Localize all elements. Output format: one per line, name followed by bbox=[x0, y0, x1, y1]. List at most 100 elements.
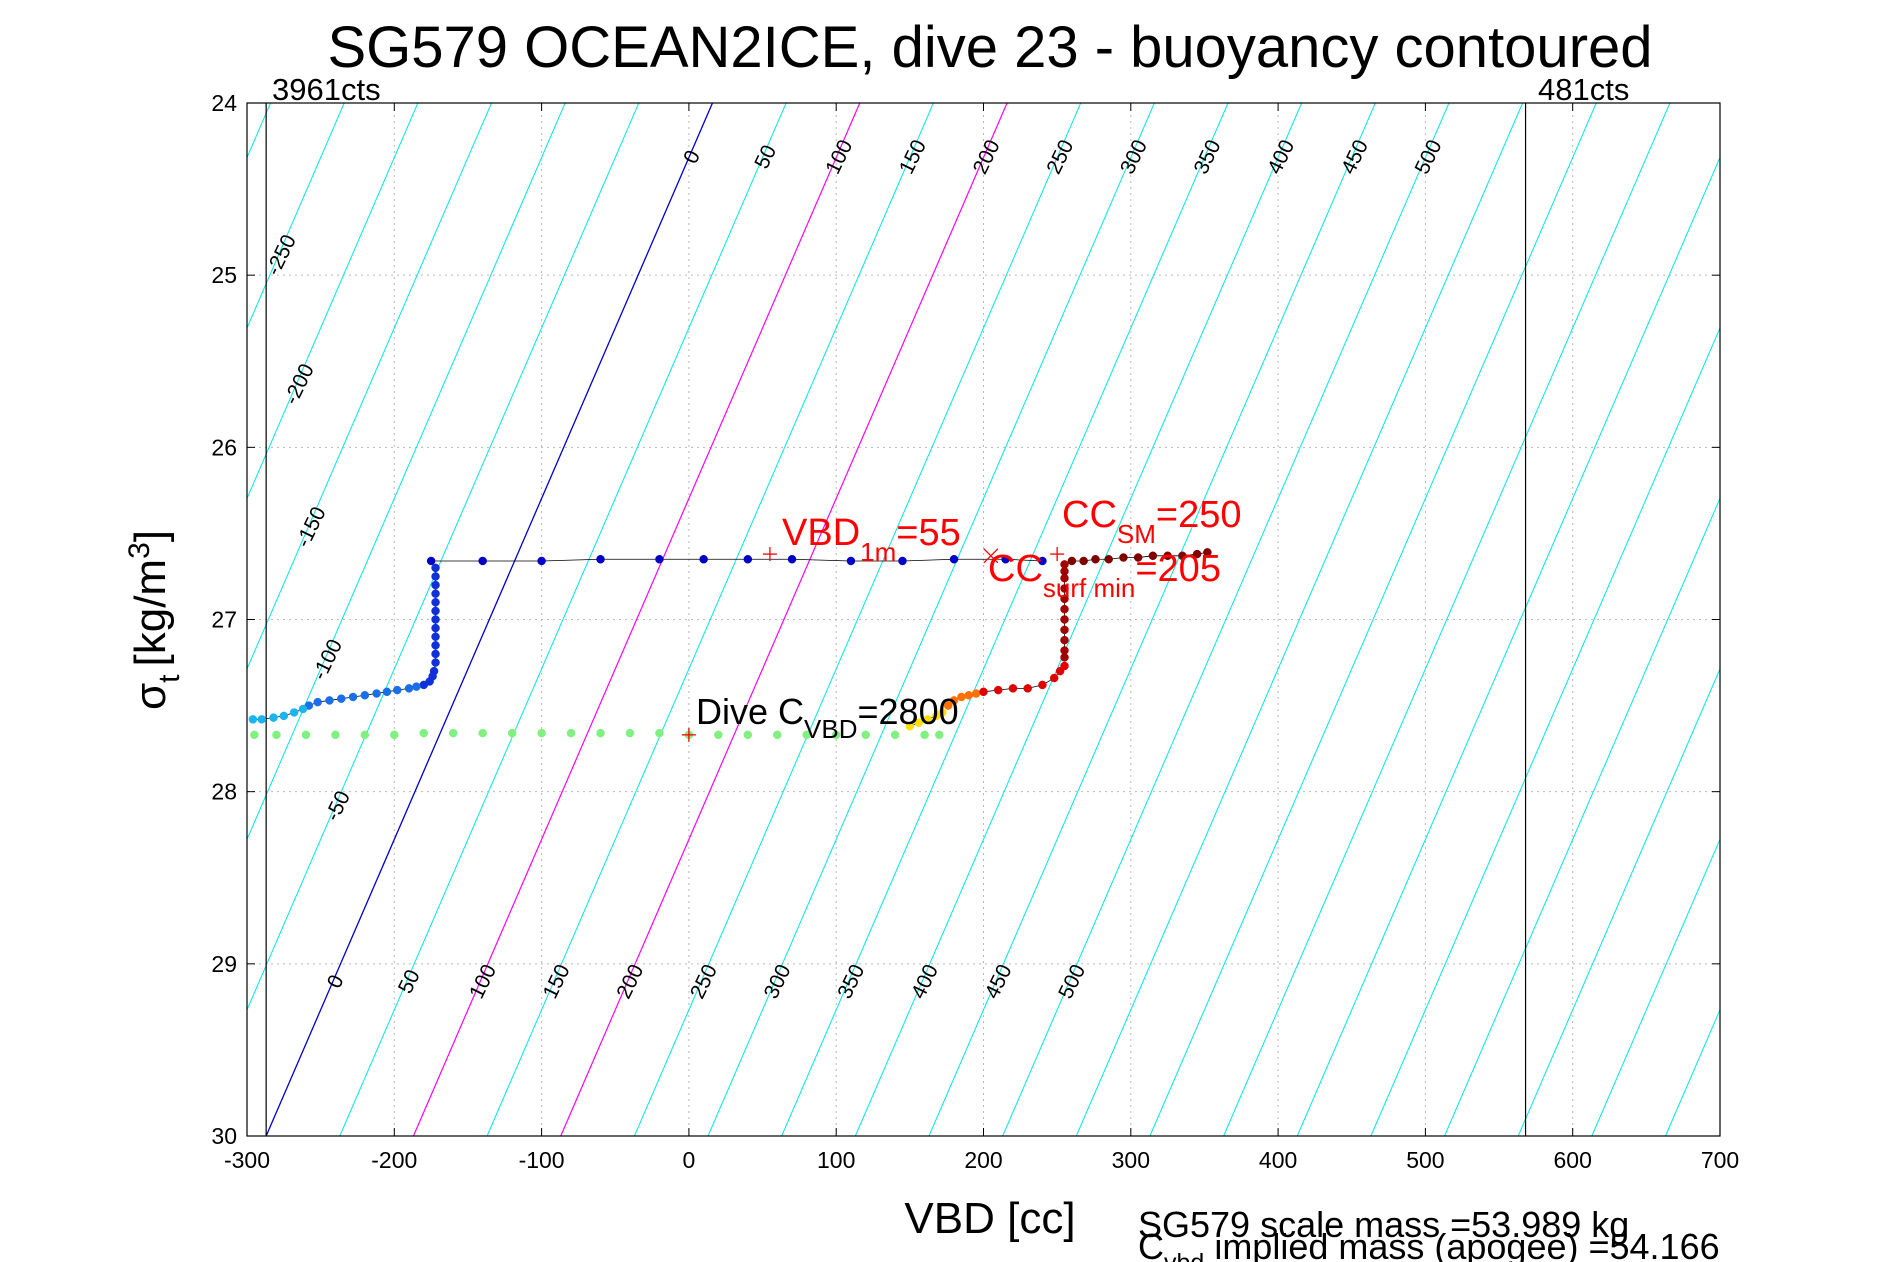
contour-label-top: 500 bbox=[1411, 136, 1447, 178]
data-point bbox=[993, 685, 1003, 695]
annotation-cc-sm: CCSM=250 bbox=[1062, 494, 1241, 549]
x-tick-label: 0 bbox=[683, 1147, 696, 1173]
count-label-right: 481cts bbox=[1538, 72, 1629, 107]
footer-scale-mass: SG579 scale mass =53.989 kg bbox=[1138, 1204, 1629, 1245]
data-point bbox=[419, 728, 429, 738]
contour-label-top: 200 bbox=[969, 136, 1005, 178]
contour-label-bottom: 150 bbox=[539, 961, 575, 1003]
data-point bbox=[331, 730, 340, 740]
data-point bbox=[914, 718, 923, 728]
data-point bbox=[431, 563, 440, 573]
data-point bbox=[1079, 556, 1088, 566]
data-point bbox=[250, 730, 259, 740]
data-point bbox=[949, 554, 959, 564]
x-tick-label: 600 bbox=[1554, 1147, 1592, 1173]
data-point bbox=[714, 730, 723, 740]
y-axis-label: σt [kg/m3] bbox=[123, 530, 186, 710]
data-point bbox=[596, 728, 605, 738]
data-point bbox=[448, 728, 458, 738]
contour-line bbox=[265, 103, 714, 1136]
contour-line bbox=[1739, 103, 1891, 1136]
data-point bbox=[431, 623, 440, 633]
x-tick-label: 200 bbox=[964, 1147, 1002, 1173]
data-point bbox=[943, 701, 953, 710]
data-point bbox=[971, 689, 981, 698]
x-tick-label: 400 bbox=[1259, 1147, 1297, 1173]
contour-label-bottom: 450 bbox=[981, 961, 1017, 1003]
data-point bbox=[938, 708, 947, 717]
data-point bbox=[1060, 615, 1069, 624]
y-tick-label: 27 bbox=[211, 607, 237, 633]
data-point bbox=[1001, 554, 1010, 564]
axis-ticks: -300 -200 -100 0 100 200 300 400 500 600 700 24 25 26… bbox=[211, 90, 1739, 1173]
contour-line bbox=[339, 103, 787, 1136]
contour-line bbox=[247, 103, 419, 500]
contour-label-bottom: 300 bbox=[760, 961, 796, 1003]
y-label-sub: t bbox=[153, 674, 186, 683]
contour-line bbox=[633, 103, 1082, 1136]
data-point bbox=[348, 692, 358, 702]
data-point bbox=[949, 696, 959, 705]
data-point bbox=[372, 689, 381, 698]
contour-line bbox=[1149, 103, 1597, 1136]
contour-line bbox=[0, 103, 50, 1136]
data-point bbox=[431, 632, 440, 641]
contour-label-bottom: 350 bbox=[833, 961, 869, 1003]
data-point bbox=[507, 728, 517, 738]
data-point bbox=[787, 554, 797, 564]
contour-line bbox=[1886, 103, 1891, 1136]
data-point bbox=[1119, 553, 1128, 562]
data-point bbox=[404, 684, 414, 693]
contour-line bbox=[1075, 103, 1524, 1136]
contour-label-left: -50 bbox=[321, 787, 355, 824]
data-point bbox=[289, 708, 299, 717]
contour-label-left: -150 bbox=[292, 503, 331, 551]
data-point bbox=[743, 554, 753, 564]
contour-label-bottom: 500 bbox=[1054, 961, 1090, 1003]
contour-line bbox=[928, 103, 1376, 1136]
x-tick-label: 300 bbox=[1112, 1147, 1150, 1173]
data-point bbox=[301, 730, 311, 740]
contour-label-top: 400 bbox=[1263, 136, 1299, 178]
contour-label-left: -200 bbox=[280, 360, 319, 408]
data-point bbox=[1192, 549, 1202, 559]
data-point bbox=[890, 730, 900, 740]
contour-label-left: -100 bbox=[308, 636, 347, 684]
data-point bbox=[1060, 560, 1069, 569]
data-point bbox=[248, 715, 258, 724]
data-point bbox=[360, 730, 370, 740]
data-point bbox=[898, 556, 907, 566]
markers bbox=[681, 547, 1065, 742]
data-point bbox=[964, 691, 974, 700]
data-point bbox=[802, 730, 811, 740]
chart-title: SG579 OCEAN2ICE, dive 23 - buoyancy cont… bbox=[327, 15, 1652, 80]
data-point bbox=[360, 691, 370, 700]
data-point bbox=[1060, 604, 1069, 614]
data-point bbox=[743, 730, 753, 740]
data-point bbox=[1023, 684, 1032, 693]
contour-label-bottom: 250 bbox=[686, 961, 722, 1003]
cross-marker bbox=[983, 548, 999, 564]
data-point bbox=[935, 730, 944, 740]
contour-line bbox=[247, 103, 566, 841]
data-point bbox=[257, 715, 266, 724]
data-point bbox=[1008, 684, 1018, 693]
data-point bbox=[923, 715, 932, 724]
data-point bbox=[537, 556, 546, 566]
contour-line bbox=[247, 103, 640, 1012]
contour-line bbox=[1813, 103, 1891, 1136]
contour-line bbox=[1517, 667, 1720, 1136]
contour-line bbox=[412, 103, 861, 1136]
contour-line bbox=[247, 103, 492, 671]
contour-label-left: -250 bbox=[262, 231, 301, 279]
data-point bbox=[1148, 551, 1158, 561]
y-tick-label: 26 bbox=[211, 434, 237, 460]
data-point bbox=[566, 728, 576, 738]
contour-line bbox=[1591, 838, 1720, 1136]
data-point bbox=[1049, 673, 1059, 683]
y-label-sup: 3 bbox=[123, 542, 156, 559]
data-point bbox=[831, 730, 841, 740]
contour-label-top: 250 bbox=[1042, 136, 1078, 178]
